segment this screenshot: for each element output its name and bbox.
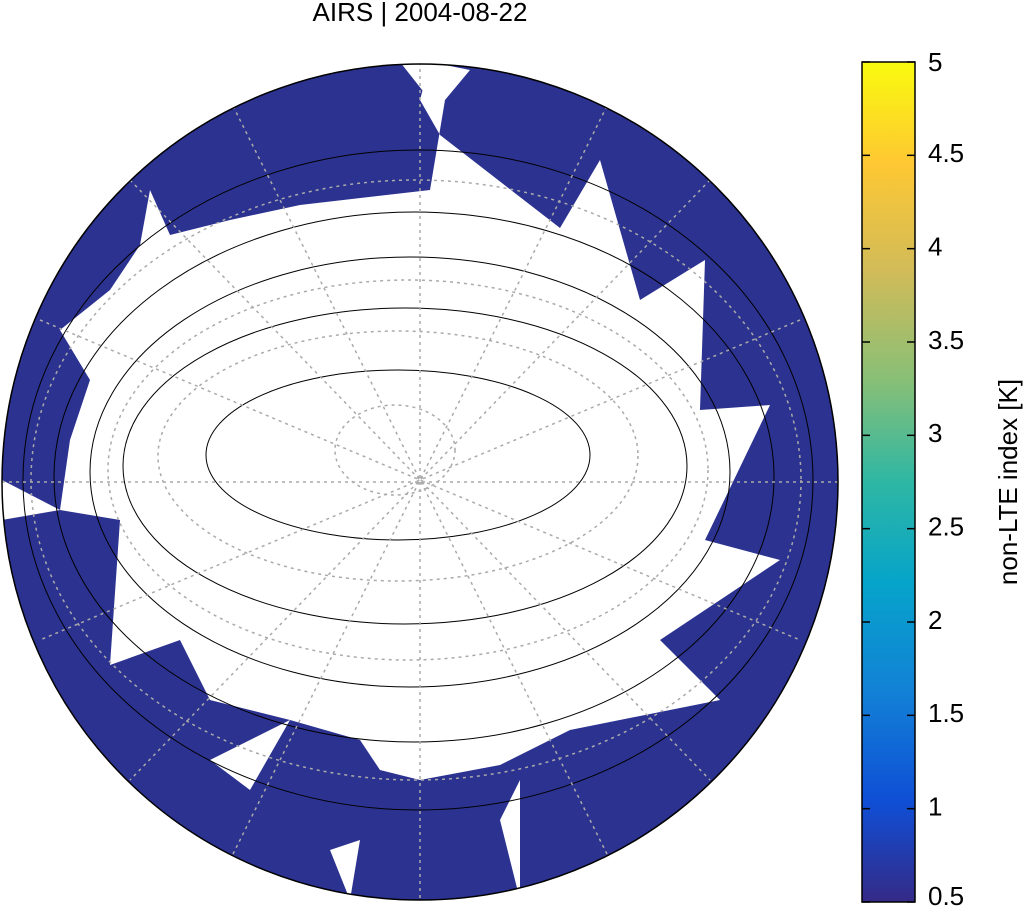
chart-title: AIRS | 2004-08-22 <box>313 0 528 27</box>
colorbar-tick-label: 5 <box>928 47 942 77</box>
colorbar-tick-label: 4.5 <box>928 138 964 168</box>
colorbar-tick-label: 2.5 <box>928 512 964 542</box>
gap <box>210 720 290 790</box>
graticule <box>2 64 838 900</box>
map <box>2 64 838 900</box>
colorbar-tick-label: 3 <box>928 418 942 448</box>
colorbar-tick-label: 1 <box>928 792 942 822</box>
colorbar <box>861 61 916 903</box>
colorbar-tick-label: 4 <box>928 232 942 262</box>
latitude-lines <box>22 149 814 811</box>
gap <box>330 840 360 900</box>
gap <box>400 64 440 100</box>
colorbar-tick-label: 3.5 <box>928 325 964 355</box>
gap <box>500 780 520 900</box>
map-border <box>1 63 839 901</box>
colorbar-label: non-LTE index [K] <box>993 379 1023 585</box>
gap <box>2 480 60 520</box>
colorbar-tick-label: 2 <box>928 605 942 635</box>
colorbar-tick-label: 0.5 <box>928 881 964 911</box>
colorbar-tick-label: 1.5 <box>928 698 964 728</box>
